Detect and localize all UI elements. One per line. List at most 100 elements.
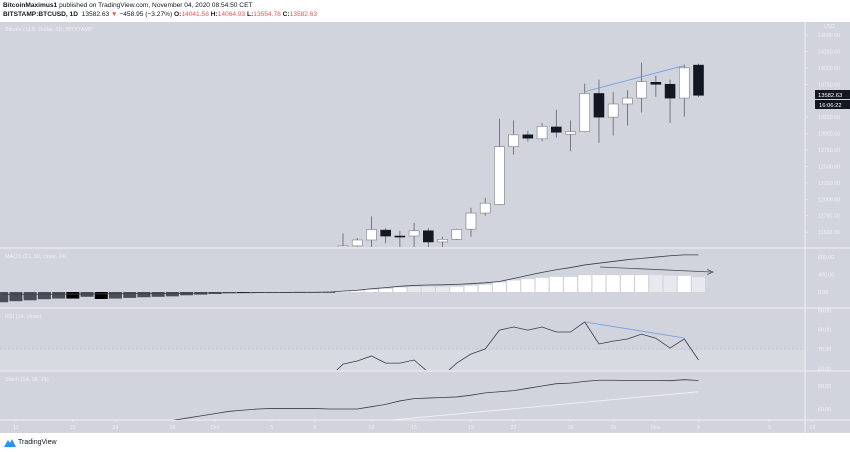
macd-line: [1, 254, 699, 296]
last-price: 13582.63: [81, 11, 110, 18]
macd-histogram-bar: [535, 277, 549, 292]
candle-up: [337, 245, 349, 247]
macd-histogram-bar: [165, 292, 179, 297]
macd-histogram-bar: [9, 292, 23, 302]
high-value: 14064.93: [217, 11, 246, 18]
chart-title: Bitcoin / U.S. Dollar, 1D, BITSTAMP: [5, 27, 93, 33]
price-tick-label: 11750.00: [818, 214, 840, 220]
macd-histogram-bar: [549, 276, 563, 292]
time-tick-label: 21: [70, 425, 76, 431]
macd-histogram-bar: [592, 275, 606, 292]
candle-down: [693, 64, 704, 96]
brand-name: TradingView: [18, 439, 57, 446]
price-tick-label: 14250.00: [818, 49, 840, 55]
rsi-line: [336, 321, 699, 370]
candle-down: [394, 235, 406, 238]
macd-histogram-bar: [336, 291, 350, 293]
time-tick-label: Oct: [211, 425, 220, 431]
candle-series: [337, 62, 704, 247]
macd-histogram-bar: [620, 275, 634, 292]
macd-histogram-bar: [578, 275, 592, 292]
macd-histogram-bar: [464, 285, 478, 292]
macd-histogram-bar: [635, 275, 649, 292]
stoch-label: Stoch (14, 28, 21): [5, 377, 49, 383]
price-change: −458.95 (−3.27%): [119, 11, 173, 18]
rsi-series: [336, 321, 699, 370]
candle-up: [437, 239, 448, 243]
macd-histogram-bar: [507, 280, 521, 292]
time-tick-label: 24: [113, 425, 119, 431]
stoch-series: [172, 379, 699, 420]
time-tick-label: 12: [809, 425, 815, 431]
price-tick-label: 11500.00: [818, 230, 840, 236]
candle-up: [465, 212, 477, 230]
candle-up: [366, 229, 377, 241]
symbol-legend: BITSTAMP:BTCUSD, 1D 13582.63 ▼ −458.95 (…: [3, 11, 317, 18]
macd-histogram-bar: [606, 275, 620, 292]
macd-tick-label: 0.00: [818, 290, 828, 296]
price-tick-label: 14500.00: [818, 33, 840, 39]
macd-histogram-bar: [151, 292, 165, 297]
axes: 14500.00 14250.00 14000.00 13750.00 13250.00…: [13, 33, 840, 431]
macd-histogram-bar: [677, 275, 691, 292]
time-tick-label: 28: [169, 425, 175, 431]
macd-histogram-bar: [692, 277, 705, 292]
macd-histogram-bar: [379, 288, 393, 292]
publish-info: BitcoinMaximus1 published on TradingView…: [3, 2, 253, 9]
macd-histogram-bar: [123, 292, 137, 298]
candle-up: [607, 103, 619, 118]
macd-tick-label: 400.00: [818, 273, 834, 279]
candle-up: [579, 93, 591, 132]
time-tick-label: 5: [270, 425, 273, 431]
candle-up: [565, 131, 576, 135]
candle-down: [380, 229, 391, 237]
macd-histogram-bar: [94, 292, 108, 299]
rsi-tick-label: 80.00: [818, 328, 831, 334]
macd-series: [0, 254, 705, 303]
candle-down: [664, 83, 676, 99]
candle-up: [536, 126, 548, 140]
open-label: O:: [174, 11, 182, 18]
open-value: 14041.58: [181, 11, 209, 18]
candle-up: [678, 67, 690, 99]
candle-down: [522, 134, 534, 139]
macd-histogram-bar: [393, 287, 407, 292]
time-tick-label: 12: [368, 425, 374, 431]
time-tick-label: 8: [313, 425, 316, 431]
last-price-axis-label: 13582.63: [818, 93, 842, 99]
author-name[interactable]: BitcoinMaximus1: [3, 2, 58, 9]
rsi-tick-label: 60.00: [818, 366, 831, 372]
price-tick-label: 13250.00: [818, 115, 840, 121]
stoch-k-line: [172, 379, 699, 420]
candle-up: [479, 202, 491, 214]
rsi-trendline: [584, 321, 685, 339]
time-tick-label: 29: [610, 425, 616, 431]
publish-text: published on TradingView.com, November 0…: [59, 2, 253, 9]
macd-histogram-bar: [663, 275, 677, 292]
candle-up: [351, 239, 363, 247]
macd-arrow-line: [599, 266, 712, 273]
macd-histogram-bar: [80, 292, 94, 297]
time-tick-label: 19: [468, 425, 474, 431]
countdown-marker: [815, 100, 850, 109]
low-label: L:: [247, 11, 254, 18]
candle-down: [593, 93, 605, 118]
candle-down: [650, 82, 662, 85]
stoch-d-line: [386, 391, 699, 420]
time-tick-label: Nov: [651, 425, 661, 431]
tradingview-logo[interactable]: TradingView: [4, 438, 57, 447]
rsi-label: RSI (14, close): [5, 314, 42, 320]
macd-histogram-bar: [407, 286, 421, 292]
macd-label: MACD (21, 50, close, 24): [5, 254, 67, 260]
price-tick-label: 12750.00: [818, 148, 840, 154]
candle-up: [622, 97, 633, 105]
candle-up: [636, 81, 647, 99]
macd-histogram-bar: [436, 286, 450, 292]
price-trendline: [584, 65, 685, 93]
close-value: 13582.63: [289, 11, 318, 18]
currency-label: USD: [824, 24, 835, 30]
rsi-tick-label: 70.00: [818, 347, 831, 353]
macd-histogram-bar: [478, 284, 492, 292]
price-tick-label: 13750.00: [818, 82, 840, 88]
